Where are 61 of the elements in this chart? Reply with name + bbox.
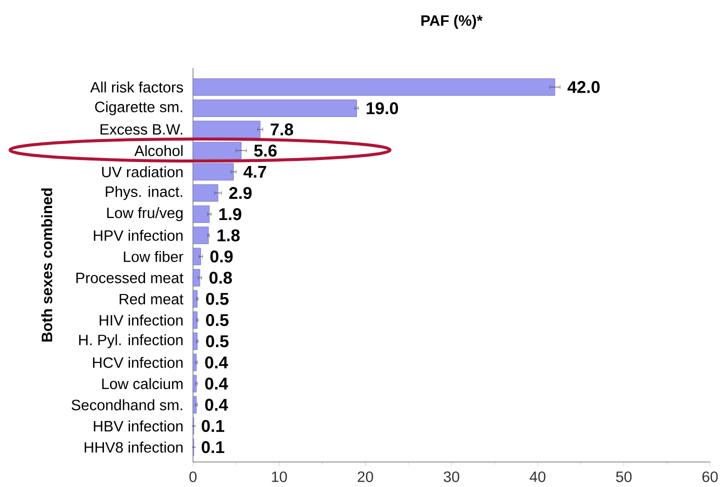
bar: [192, 311, 198, 329]
data-label: 0.5: [206, 292, 229, 305]
bar: [192, 184, 218, 202]
bar: [192, 120, 260, 138]
data-label: 0.5: [206, 314, 229, 326]
y-axis-title: Both sexes combined: [41, 188, 52, 342]
data-label: 0.1: [202, 441, 224, 454]
y-tick-label: Low fiber: [124, 251, 184, 262]
bar: [192, 100, 357, 117]
data-label: 0.9: [210, 250, 233, 263]
bar: [192, 142, 242, 160]
y-tick-label: Secondhand sm.: [72, 399, 182, 410]
data-label: 1.8: [218, 229, 240, 242]
y-tick-label: HPV infection: [94, 230, 183, 241]
y-tick-label: Low calcium: [102, 378, 183, 390]
data-label: 42.0: [568, 81, 600, 94]
bar: [192, 332, 198, 350]
bar: [192, 269, 200, 286]
y-tick-label: HCV infection: [93, 356, 183, 368]
y-tick-label: Phys. inact.: [106, 186, 182, 200]
chart-title: PAF (%)*: [421, 14, 483, 29]
bar: [192, 205, 210, 223]
data-label: 7.8: [270, 123, 294, 136]
x-tick-label: 20: [358, 471, 374, 482]
data-label: 0.4: [205, 398, 228, 411]
y-tick-label: Processed meat: [76, 272, 184, 284]
y-tick-label: H. Pyl. infection: [79, 334, 183, 348]
y-tick-label: Excess B.W.: [100, 124, 182, 135]
data-label: 4.7: [244, 166, 266, 178]
x-tick-label: 40: [530, 471, 546, 482]
x-tick-label: 0: [189, 471, 197, 482]
x-tick-label: 50: [616, 471, 632, 482]
bar: [192, 163, 234, 180]
y-tick-label: Alcohol: [134, 145, 183, 156]
x-tick-label: 60: [702, 471, 718, 482]
y-tick-label: HBV infection: [94, 420, 183, 432]
data-label: 0.1: [202, 420, 224, 432]
y-tick-label: Cigarette sm.: [95, 101, 182, 116]
y-tick-label: HHV8 infection: [84, 442, 183, 453]
y-tick-label: HIV infection: [100, 314, 183, 326]
data-label: 2.9: [229, 186, 252, 200]
bar: [192, 396, 197, 414]
bar: [192, 78, 556, 96]
data-label: 19.0: [366, 102, 398, 114]
data-label: 1.9: [219, 208, 242, 220]
bar: [192, 226, 209, 244]
x-tick-label: 30: [444, 471, 460, 482]
y-tick-label: UV radiation: [102, 166, 183, 178]
y-tick-label: Red meat: [120, 293, 184, 304]
bar: [192, 290, 198, 308]
y-tick-label: Low fru/veg: [107, 207, 183, 222]
data-label: 0.5: [206, 335, 229, 348]
x-tick-label: 10: [272, 471, 287, 482]
bar: [192, 374, 197, 392]
data-label: 0.4: [205, 356, 228, 368]
bar: [192, 248, 201, 266]
data-label: 5.6: [254, 144, 277, 157]
data-label: 0.4: [205, 378, 228, 390]
y-tick-label: All risk factors: [90, 82, 183, 93]
data-label: 0.8: [209, 272, 232, 284]
bar: [192, 354, 197, 372]
